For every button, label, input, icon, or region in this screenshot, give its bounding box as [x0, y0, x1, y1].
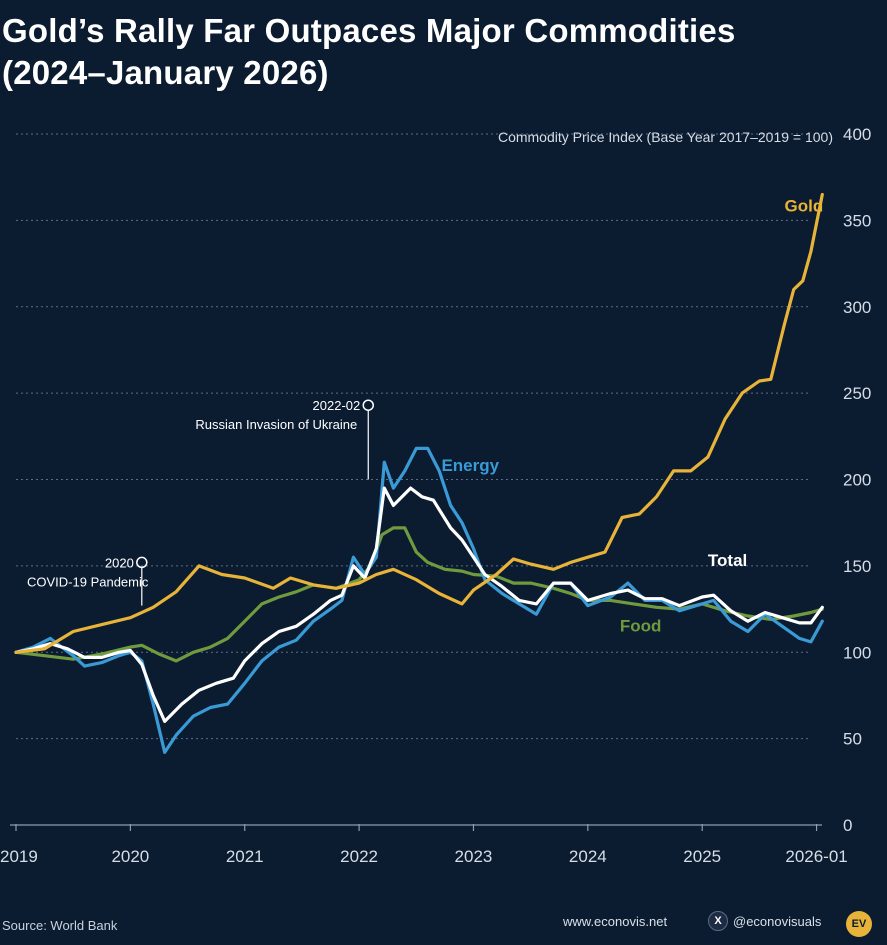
series-label-gold: Gold: [785, 197, 824, 216]
social-handle-text: @econovisuals: [733, 913, 822, 929]
y-axis-label: Commodity Price Index (Base Year 2017–20…: [498, 129, 833, 145]
y-tick-label-200: 200: [843, 471, 871, 490]
annotations: 2022-02 Russian Invasion of Ukraine 2020 CO…: [27, 398, 375, 606]
ev-logo: EV: [846, 911, 872, 937]
chart-title: Gold’s Rally Far Outpaces Major Commodit…: [2, 10, 862, 94]
x-tick-label-2026-01: 2026-01: [785, 847, 847, 866]
annotation-text-covid: COVID-19 Pandemic: [27, 574, 149, 589]
x-tick-label-2019: 2019: [0, 847, 38, 866]
axes: 0 50 100 150 200 250 300 350 400 2019 2020 2021 2022…: [0, 125, 871, 866]
x-tick-label-2025: 2025: [683, 847, 721, 866]
y-tick-label-0: 0: [843, 816, 852, 835]
x-tick-label-2024: 2024: [569, 847, 607, 866]
gridlines: [16, 133, 808, 740]
x-tick-label-2023: 2023: [455, 847, 493, 866]
annotation-marker-covid: [136, 556, 148, 569]
x-tick-label-2020: 2020: [111, 847, 149, 866]
series-line-total: [14, 486, 824, 723]
y-tick-label-350: 350: [843, 211, 871, 230]
annotation-date-covid: 2020: [105, 555, 134, 570]
series-lines: Food Energy Total Gold: [14, 192, 824, 754]
y-tick-label-300: 300: [843, 298, 871, 317]
y-tick-label-250: 250: [843, 384, 871, 403]
series-label-food: Food: [620, 617, 662, 636]
annotation-date-ukraine: 2022-02: [313, 398, 361, 413]
x-icon: X: [708, 911, 728, 931]
series-label-total: Total: [708, 551, 747, 570]
y-tick-label-100: 100: [843, 643, 871, 662]
x-tick-label-2022: 2022: [340, 847, 378, 866]
y-tick-label-150: 150: [843, 557, 871, 576]
title-line-2: (2024–January 2026): [2, 54, 329, 91]
x-tick-label-2021: 2021: [226, 847, 264, 866]
website-link[interactable]: www.econovis.net: [563, 914, 668, 929]
series-line-food: [14, 526, 824, 663]
social-handle[interactable]: X @econovisuals: [708, 911, 821, 931]
series-label-energy: Energy: [441, 456, 499, 475]
annotation-text-ukraine: Russian Invasion of Ukraine: [195, 417, 357, 432]
series-line-gold: [14, 192, 824, 654]
source-note: Source: World Bank: [2, 918, 118, 933]
y-tick-label-50: 50: [843, 730, 862, 749]
title-line-1: Gold’s Rally Far Outpaces Major Commodit…: [2, 12, 736, 49]
y-tick-label-400: 400: [843, 125, 871, 144]
annotation-marker-ukraine: [362, 399, 375, 411]
